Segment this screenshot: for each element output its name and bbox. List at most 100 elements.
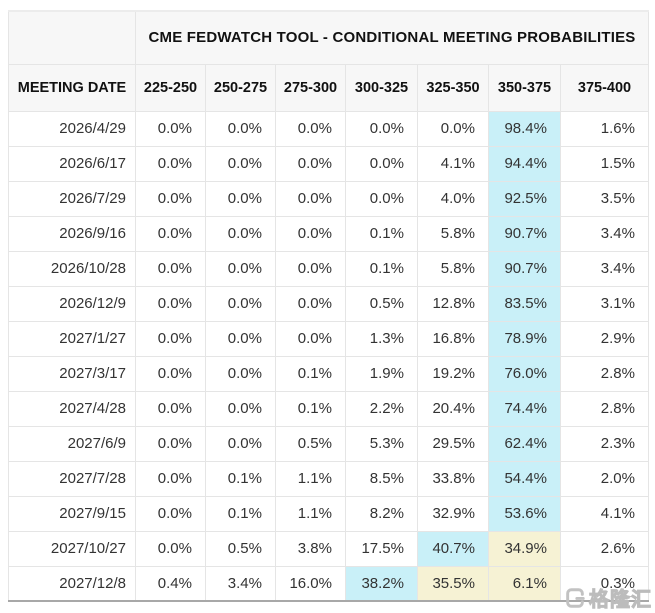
probability-cell: 2.3% bbox=[560, 425, 649, 462]
probability-cell: 0.1% bbox=[275, 390, 346, 427]
probability-cell: 38.2% bbox=[345, 565, 418, 602]
probability-cell: 90.7% bbox=[488, 215, 561, 252]
column-header-300-325: 300-325 bbox=[345, 63, 418, 112]
probability-cell: 0.4% bbox=[135, 565, 206, 602]
meeting-date-cell: 2027/3/17 bbox=[8, 355, 136, 392]
fedwatch-table-container: CME FEDWATCH TOOL - CONDITIONAL MEETING … bbox=[8, 10, 649, 602]
probability-cell: 0.0% bbox=[275, 320, 346, 357]
probability-cell: 1.6% bbox=[560, 110, 649, 147]
probability-cell: 0.0% bbox=[135, 145, 206, 182]
probability-cell: 4.1% bbox=[560, 495, 649, 532]
table-title: CME FEDWATCH TOOL - CONDITIONAL MEETING … bbox=[135, 10, 649, 65]
probability-cell: 16.0% bbox=[275, 565, 346, 602]
column-header-225-250: 225-250 bbox=[135, 63, 206, 112]
probability-cell: 0.0% bbox=[275, 145, 346, 182]
probability-cell: 3.4% bbox=[560, 250, 649, 287]
column-header-375-400: 375-400 bbox=[560, 63, 649, 112]
probability-cell: 0.5% bbox=[205, 530, 276, 567]
meeting-date-cell: 2027/1/27 bbox=[8, 320, 136, 357]
table-row: 2026/9/16 0.0% 0.0% 0.0% 0.1% 5.8% 90.7% 3.4% bbox=[8, 215, 649, 252]
probability-cell: 2.8% bbox=[560, 355, 649, 392]
probability-cell: 3.8% bbox=[275, 530, 346, 567]
column-header-350-375: 350-375 bbox=[488, 63, 561, 112]
probability-cell: 8.5% bbox=[345, 460, 418, 497]
table-row: 2027/10/27 0.0% 0.5% 3.8% 17.5% 40.7% 34.9% 2.6… bbox=[8, 530, 649, 567]
probability-cell: 0.1% bbox=[275, 355, 346, 392]
meeting-date-cell: 2026/6/17 bbox=[8, 145, 136, 182]
fedwatch-table: CME FEDWATCH TOOL - CONDITIONAL MEETING … bbox=[8, 10, 649, 602]
table-row: 2027/3/17 0.0% 0.0% 0.1% 1.9% 19.2% 76.0% 2.8% bbox=[8, 355, 649, 392]
probability-cell: 0.0% bbox=[275, 215, 346, 252]
probability-cell: 0.0% bbox=[205, 390, 276, 427]
probability-cell: 0.0% bbox=[205, 285, 276, 322]
probability-cell: 5.8% bbox=[417, 215, 489, 252]
probability-cell: 35.5% bbox=[417, 565, 489, 602]
probability-cell: 94.4% bbox=[488, 145, 561, 182]
probability-cell: 3.4% bbox=[205, 565, 276, 602]
probability-cell: 0.0% bbox=[205, 250, 276, 287]
probability-cell: 0.1% bbox=[205, 460, 276, 497]
probability-cell: 0.0% bbox=[205, 215, 276, 252]
probability-cell: 4.0% bbox=[417, 180, 489, 217]
probability-cell: 2.9% bbox=[560, 320, 649, 357]
table-row: 2026/7/29 0.0% 0.0% 0.0% 0.0% 4.0% 92.5% 3.5% bbox=[8, 180, 649, 217]
probability-cell: 0.0% bbox=[275, 250, 346, 287]
column-header-325-350: 325-350 bbox=[417, 63, 489, 112]
table-row: 2027/7/28 0.0% 0.1% 1.1% 8.5% 33.8% 54.4% 2.0% bbox=[8, 460, 649, 497]
probability-cell: 0.0% bbox=[205, 355, 276, 392]
probability-cell: 0.0% bbox=[345, 180, 418, 217]
probability-cell: 17.5% bbox=[345, 530, 418, 567]
corner-cell bbox=[8, 10, 136, 65]
meeting-date-cell: 2027/4/28 bbox=[8, 390, 136, 427]
meeting-date-cell: 2027/6/9 bbox=[8, 425, 136, 462]
probability-cell: 0.0% bbox=[205, 145, 276, 182]
probability-cell: 8.2% bbox=[345, 495, 418, 532]
column-header-row: MEETING DATE 225-250 250-275 275-300 300… bbox=[8, 63, 649, 112]
probability-cell: 29.5% bbox=[417, 425, 489, 462]
probability-cell: 0.0% bbox=[135, 530, 206, 567]
meeting-date-cell: 2026/12/9 bbox=[8, 285, 136, 322]
probability-cell: 0.1% bbox=[345, 250, 418, 287]
probability-cell: 53.6% bbox=[488, 495, 561, 532]
probability-cell: 0.0% bbox=[135, 180, 206, 217]
probability-cell: 90.7% bbox=[488, 250, 561, 287]
probability-cell: 0.0% bbox=[135, 355, 206, 392]
probability-cell: 3.5% bbox=[560, 180, 649, 217]
probability-cell: 0.0% bbox=[135, 250, 206, 287]
table-row: 2027/12/8 0.4% 3.4% 16.0% 38.2% 35.5% 6.1% 0.3% bbox=[8, 565, 649, 602]
probability-cell: 32.9% bbox=[417, 495, 489, 532]
probability-cell: 5.8% bbox=[417, 250, 489, 287]
probability-cell: 0.0% bbox=[135, 390, 206, 427]
probability-cell: 16.8% bbox=[417, 320, 489, 357]
table-row: 2027/1/27 0.0% 0.0% 0.0% 1.3% 16.8% 78.9% 2.9% bbox=[8, 320, 649, 357]
probability-cell: 6.1% bbox=[488, 565, 561, 602]
meeting-date-cell: 2026/4/29 bbox=[8, 110, 136, 147]
probability-cell: 1.1% bbox=[275, 460, 346, 497]
probability-cell: 54.4% bbox=[488, 460, 561, 497]
probability-cell: 0.0% bbox=[135, 460, 206, 497]
probability-cell: 0.0% bbox=[135, 495, 206, 532]
probability-cell: 92.5% bbox=[488, 180, 561, 217]
probability-cell: 2.8% bbox=[560, 390, 649, 427]
probability-cell: 0.3% bbox=[560, 565, 649, 602]
table-row: 2026/4/29 0.0% 0.0% 0.0% 0.0% 0.0% 98.4% 1.6% bbox=[8, 110, 649, 147]
probability-cell: 98.4% bbox=[488, 110, 561, 147]
probability-cell: 0.0% bbox=[345, 110, 418, 147]
probability-cell: 0.1% bbox=[205, 495, 276, 532]
probability-cell: 0.5% bbox=[345, 285, 418, 322]
meeting-date-cell: 2026/9/16 bbox=[8, 215, 136, 252]
probability-cell: 20.4% bbox=[417, 390, 489, 427]
probability-cell: 0.1% bbox=[345, 215, 418, 252]
column-header-275-300: 275-300 bbox=[275, 63, 346, 112]
probability-cell: 2.0% bbox=[560, 460, 649, 497]
column-header-250-275: 250-275 bbox=[205, 63, 276, 112]
probability-cell: 78.9% bbox=[488, 320, 561, 357]
probability-cell: 12.8% bbox=[417, 285, 489, 322]
table-row: 2026/6/17 0.0% 0.0% 0.0% 0.0% 4.1% 94.4% 1.5% bbox=[8, 145, 649, 182]
probability-cell: 1.3% bbox=[345, 320, 418, 357]
probability-cell: 0.0% bbox=[205, 425, 276, 462]
probability-cell: 19.2% bbox=[417, 355, 489, 392]
probability-cell: 1.9% bbox=[345, 355, 418, 392]
probability-cell: 0.0% bbox=[135, 425, 206, 462]
